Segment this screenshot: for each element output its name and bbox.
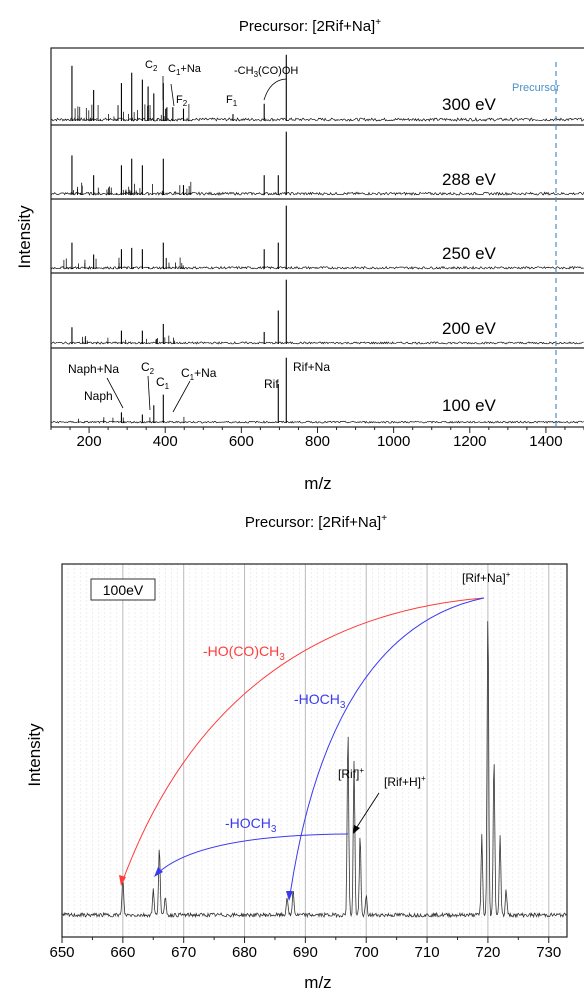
top-chart-title: Precursor: [2Rif+Na]+ [239, 17, 381, 35]
rif-h-pointer [354, 792, 380, 831]
panel-label-300ev: 300 eV [442, 95, 497, 114]
x-tick-label: 680 [232, 944, 257, 961]
precursor-label: Precursor [512, 82, 560, 94]
x-tick-label: 670 [171, 944, 196, 961]
annot-f1-300: F1 [226, 94, 238, 108]
annot-arrows-100 [106, 375, 191, 413]
x-tick-label: 1000 [377, 433, 410, 450]
x-tick-label: 690 [293, 944, 318, 961]
annot-f2-300: F2 [176, 94, 188, 108]
rif-h-pointer-head [353, 825, 360, 834]
annot-c1na-100: C1+Na [181, 366, 217, 382]
loss-label-acetic: -HO(CO)CH3 [203, 643, 285, 663]
panel-label-250ev: 250 eV [442, 244, 497, 263]
bottom-x-axis-label: m/z [304, 973, 331, 992]
x-tick-label: 730 [536, 944, 561, 961]
annot-c2-300: C2 [145, 59, 158, 73]
bottom-frame-rect [61, 563, 568, 938]
annot-rifna-100: Rif+Na [293, 360, 330, 374]
x-tick-label: 1200 [453, 433, 486, 450]
annot-rif-100: Rif [264, 377, 279, 391]
top-y-axis-label: Intensity [15, 205, 34, 269]
annot-naph-100: Naph [84, 389, 113, 403]
arrow-methanol-loss-2 [157, 833, 349, 874]
legend-label: 100eV [103, 582, 144, 598]
spectrum-baseline-5 [50, 420, 584, 424]
arrow-methanol-loss-2-head [154, 867, 163, 877]
panel-label-200ev: 200 eV [442, 319, 497, 338]
top-x-axis-label: m/z [304, 474, 331, 493]
bottom-plot-area [61, 563, 568, 938]
loss-label-methanol-2: -HOCH3 [225, 815, 277, 835]
annot-c1-100: C1 [156, 375, 170, 391]
legend-box [90, 578, 156, 601]
x-tick-label: 710 [415, 944, 440, 961]
x-tick-label: 660 [110, 944, 135, 961]
x-tick-label: 650 [49, 944, 74, 961]
loss-label-methanol-1: -HOCH3 [294, 691, 346, 711]
peak-label-rif: [Rif]+ [338, 766, 364, 781]
arrow-methanol-loss-1-head [286, 891, 293, 901]
x-tick-label: 1400 [529, 433, 562, 450]
top-plot-area [50, 47, 584, 428]
bottom-y-axis-label: Intensity [25, 723, 44, 787]
x-tick-label: 200 [77, 433, 102, 450]
x-tick-label: 720 [475, 944, 500, 961]
spectrum-baseline-3 [50, 265, 584, 270]
annot-c2-100: C2 [141, 360, 155, 376]
annot-arrows-300 [162, 76, 287, 107]
x-tick-label: 800 [305, 433, 330, 450]
arrow-acetic-loss [122, 597, 485, 881]
annot-c1na-300: C1+Na [168, 63, 202, 77]
spectrum-profile [61, 621, 567, 919]
spectrum-baseline-1 [50, 116, 584, 122]
bottom-x-ticks: 650 660 670 680 690 700 710 720 730 [49, 937, 561, 961]
panel-label-100ev: 100 eV [442, 396, 497, 415]
spectrum-baseline-4 [50, 341, 584, 345]
annot-acetic-300: -CH3(CO)OH [234, 65, 298, 79]
annot-naphna-100: Naph+Na [68, 362, 119, 376]
peak-label-rif-h: [Rif+H]+ [384, 774, 426, 789]
x-tick-label: 400 [153, 433, 178, 450]
x-tick-label: 700 [354, 944, 379, 961]
top-x-ticks: 200 400 600 800 1000 1200 1400 [50, 427, 584, 450]
x-tick-label: 600 [229, 433, 254, 450]
arrow-acetic-loss-head [119, 875, 126, 886]
panel-label-288ev: 288 eV [442, 170, 497, 189]
bottom-chart-title: Precursor: [2Rif+Na]+ [245, 513, 387, 531]
peak-label-rif-na: [Rif+Na]+ [462, 570, 511, 585]
top-frame-rect [50, 47, 584, 428]
arrow-methanol-loss-1 [289, 597, 485, 896]
